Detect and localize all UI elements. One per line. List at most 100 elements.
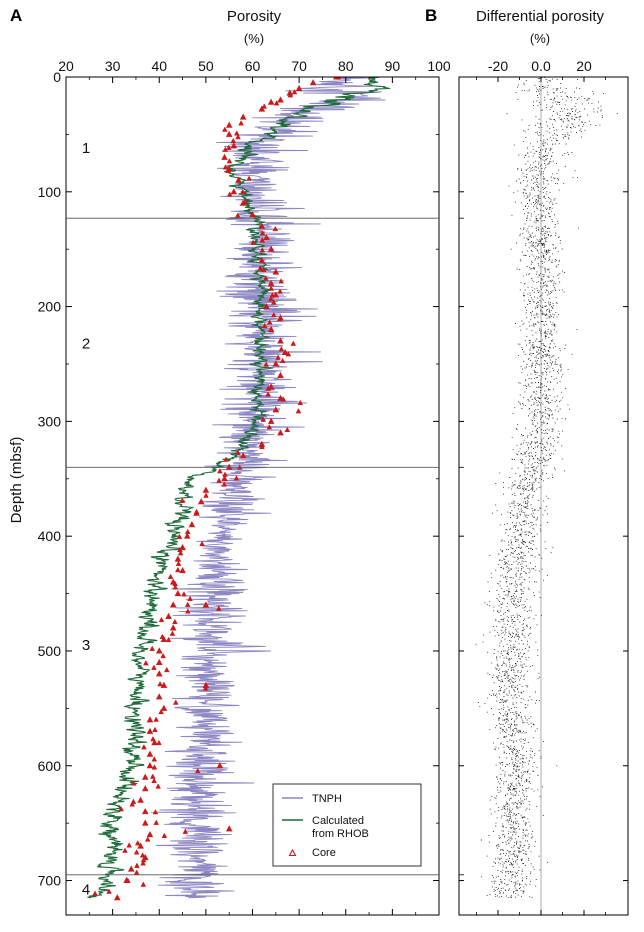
core-point (146, 762, 154, 769)
core-point (225, 167, 232, 173)
core-point (225, 121, 233, 128)
core-point (221, 475, 228, 482)
x-tick-label: 100 (427, 58, 451, 74)
legend-rhob-label-line1: Calculated (312, 815, 364, 827)
core-point (258, 222, 266, 229)
core-point (172, 699, 179, 705)
core-point (202, 685, 209, 691)
core-point (275, 354, 281, 360)
core-point (297, 399, 304, 406)
core-point (160, 652, 166, 659)
core-point (239, 113, 247, 120)
core-point (267, 417, 275, 424)
core-point (185, 608, 191, 614)
core-point (216, 762, 224, 769)
core-point (260, 266, 267, 273)
core-point (278, 278, 284, 284)
core-point (265, 385, 272, 391)
core-point (267, 383, 275, 390)
core-point (141, 785, 149, 792)
x-tick-label: 90 (385, 58, 401, 74)
core-point (106, 888, 112, 894)
core-point (284, 426, 291, 432)
core-point (133, 849, 140, 855)
core-point (233, 130, 240, 136)
core-point (158, 708, 164, 715)
core-point (134, 862, 140, 868)
core-point (172, 584, 179, 590)
core-point (267, 245, 275, 252)
x-tick-label: 50 (198, 58, 214, 74)
core-point (157, 681, 163, 687)
core-point (261, 103, 268, 109)
core-point (268, 327, 275, 333)
b-x-tick-label: 20 (576, 58, 592, 74)
core-point (92, 890, 98, 896)
y-axis-label: Depth (mbsf) (8, 437, 25, 524)
core-point (161, 832, 168, 838)
unit-label-3: 3 (82, 637, 90, 654)
core-point (276, 316, 283, 322)
core-point (155, 670, 163, 677)
y-tick-label: 500 (38, 643, 62, 659)
core-point (188, 521, 196, 528)
core-point (179, 566, 186, 574)
y-tick-label: 700 (38, 873, 62, 889)
y-tick-label: 400 (38, 528, 62, 544)
core-point (193, 508, 200, 514)
core-point (258, 257, 266, 264)
core-point (176, 533, 183, 539)
core-point (202, 486, 210, 493)
core-point (149, 773, 156, 779)
core-point (146, 831, 154, 838)
panel-a-plot-area (87, 77, 391, 901)
core-point (129, 801, 136, 807)
x-tick-label: 40 (151, 58, 167, 74)
core-point (226, 191, 233, 197)
core-point (152, 809, 159, 815)
core-point (159, 633, 166, 639)
core-point (258, 105, 266, 112)
legend-rhob-label-line2: from RHOB (312, 828, 369, 840)
core-point (194, 767, 201, 774)
core-point (155, 647, 163, 654)
x-tick-label: 80 (338, 58, 354, 74)
core-point (221, 153, 228, 160)
core-point (169, 601, 177, 608)
core-point (259, 443, 265, 450)
core-point (230, 137, 237, 144)
core-point (261, 322, 268, 329)
b-x-tick-label: 0.0 (531, 58, 551, 74)
core-point (143, 660, 149, 666)
core-point (146, 750, 154, 757)
core-point (146, 727, 154, 734)
core-point (203, 492, 209, 498)
core-point (179, 544, 186, 551)
core-point (269, 292, 276, 298)
core-point (144, 836, 151, 842)
unit-label-4: 4 (82, 882, 90, 899)
core-point (235, 449, 241, 455)
core-point (160, 704, 168, 711)
rhob-series-line (87, 77, 391, 899)
core-point (151, 739, 158, 746)
core-point (225, 130, 233, 137)
legend-core-label: Core (312, 847, 336, 859)
core-point (263, 302, 270, 310)
core-point (141, 819, 149, 826)
core-point (163, 666, 170, 673)
core-point (216, 477, 222, 483)
x-tick-label: 20 (58, 58, 74, 74)
core-point (263, 234, 270, 241)
core-point (222, 471, 228, 477)
legend-core-swatch (288, 848, 297, 857)
y-tick-label: 300 (38, 413, 62, 429)
core-point (222, 126, 228, 132)
core-point (140, 881, 147, 887)
core-point (277, 337, 284, 344)
core-point (279, 357, 286, 364)
x-tick-label: 70 (291, 58, 307, 74)
differential-porosity-points (475, 77, 618, 898)
core-point (235, 133, 241, 140)
core-point (141, 808, 149, 815)
